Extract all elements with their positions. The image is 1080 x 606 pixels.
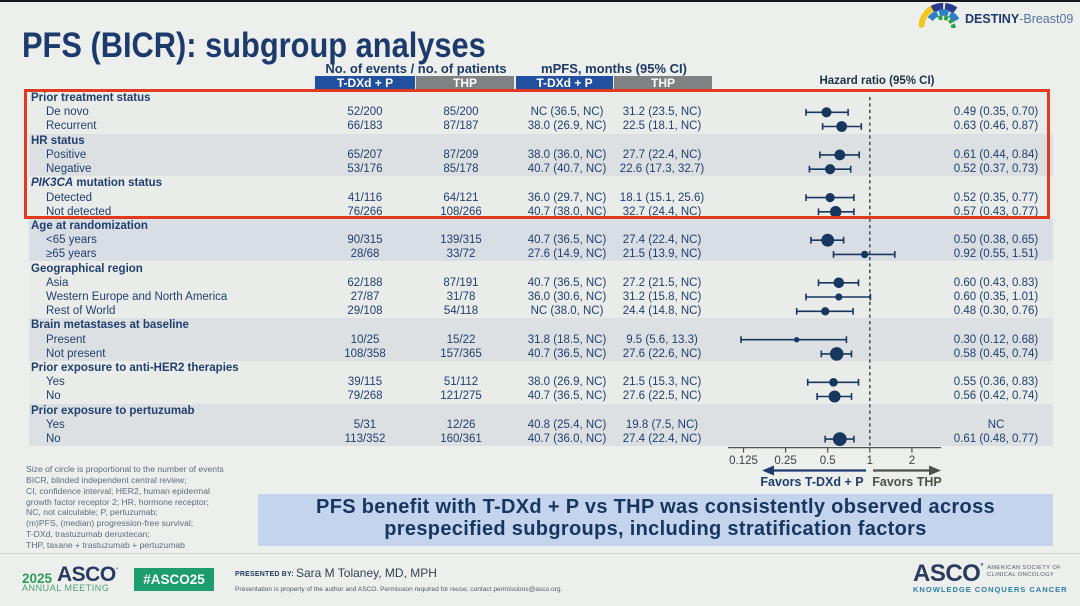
svg-text:0.25: 0.25 [774,455,796,467]
svg-text:0.5: 0.5 [820,455,836,467]
svg-text:2: 2 [909,455,915,467]
svg-text:Favors T-DXd + P: Favors T-DXd + P [760,475,863,489]
svg-text:Favors THP: Favors THP [872,475,941,489]
svg-text:0.125: 0.125 [729,455,758,467]
svg-text:1: 1 [867,455,873,467]
